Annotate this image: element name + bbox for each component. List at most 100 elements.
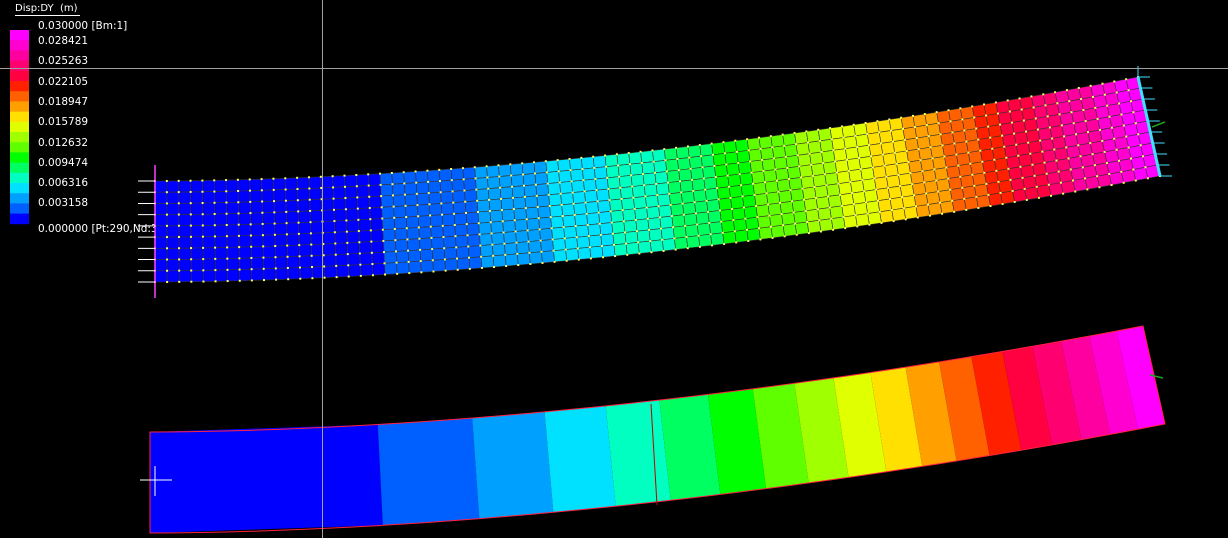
mesh-node [250,245,253,248]
mesh-node [1139,144,1142,147]
mesh-node [806,220,809,223]
mesh-element [237,190,251,203]
mesh-element [925,191,941,205]
mesh-node [818,139,821,142]
mesh-element [392,194,406,207]
mesh-node [610,221,613,224]
mesh-node [803,198,806,201]
mesh-element [345,208,359,221]
mesh-node [820,151,823,154]
mesh-node [722,141,725,144]
mesh-node [201,201,204,204]
mesh-node [392,205,395,208]
mesh-element [810,162,826,177]
mesh-element [898,172,913,187]
mesh-element [322,243,337,256]
mesh-element [570,168,584,182]
mesh-element [359,241,373,254]
mesh-node [1067,157,1070,160]
mesh-node [574,225,577,228]
mesh-node [213,224,216,227]
mesh-element [924,111,939,126]
mesh-element [250,246,264,259]
legend-swatch [10,50,29,61]
mesh-element [600,233,615,247]
mesh-element [462,166,476,180]
contour-band [1002,346,1052,451]
mesh-element [356,185,370,198]
mesh-node [1025,198,1028,201]
mesh-node [928,214,931,217]
mesh-node [971,173,974,176]
mesh-node [609,210,612,213]
mesh-element [985,113,1001,127]
mesh-element [916,135,931,150]
mesh-element [715,175,730,189]
mesh-node [524,207,527,210]
mesh-node [1077,87,1080,90]
mesh-node [1062,192,1065,195]
contour-band [1089,331,1138,435]
mesh-node [1032,106,1035,109]
mesh-element [912,113,928,128]
mesh-node [740,184,743,187]
mesh-element [617,163,632,177]
mesh-element [736,150,751,164]
mesh-node [651,149,654,152]
mesh-node [643,184,646,187]
mesh-node [261,222,264,225]
mesh-node [575,236,578,239]
mesh-node [969,162,972,165]
mesh-node [249,234,252,237]
mesh-node [893,151,896,154]
mesh-node [846,158,849,161]
mesh-node [309,221,312,224]
mesh-element [416,192,430,206]
mesh-node [1072,179,1075,182]
mesh-element [407,249,422,263]
mesh-element [660,226,675,241]
mesh-element [450,167,465,181]
mesh-element [476,199,491,213]
mesh-element [166,225,180,238]
mesh-node [510,174,513,177]
mesh-element [371,240,385,254]
mesh-element [504,253,519,267]
mesh-node [592,155,595,158]
mesh-node [653,171,656,174]
mesh-node [440,202,443,205]
legend-tick-label: 0.003158 [38,197,89,210]
mesh-node [693,201,696,204]
mesh-element [431,236,445,250]
mesh-node [1110,184,1113,187]
mesh-element [511,185,526,199]
mesh-node [734,139,737,142]
mesh-element [464,200,479,214]
mesh-node [538,228,541,231]
mesh-element [589,245,604,259]
mesh-node [419,248,422,251]
mesh-node [588,246,591,249]
mesh-element [853,202,869,216]
mesh-node [913,125,916,128]
mesh-element [915,204,931,218]
mesh-element [486,165,500,178]
mesh-node [897,173,900,176]
mesh-node [311,266,314,269]
mesh-node [712,153,715,156]
mesh-element [563,225,578,239]
mesh-node [545,171,548,174]
mesh-node [420,271,423,274]
mesh-node [189,235,192,238]
mesh-element [939,200,955,215]
mesh-element [538,216,552,230]
mesh-node [605,165,608,168]
mesh-node [392,194,395,197]
mesh-element [971,104,987,118]
mesh-node [562,226,565,229]
mesh-element [772,145,787,159]
mesh-node [238,268,241,271]
mesh-element [368,195,383,209]
mesh-element [405,215,420,229]
